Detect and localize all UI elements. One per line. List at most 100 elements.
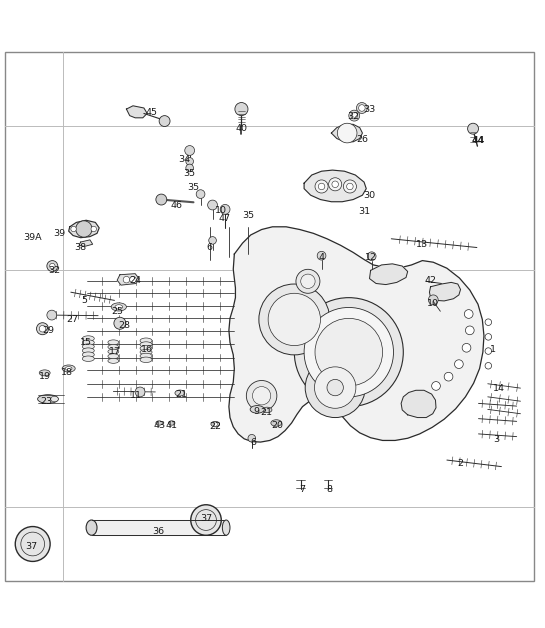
Ellipse shape	[108, 345, 119, 349]
Text: 35: 35	[187, 183, 199, 192]
Text: 37: 37	[26, 542, 38, 551]
Ellipse shape	[65, 367, 72, 371]
Ellipse shape	[115, 305, 123, 309]
Text: 32: 32	[49, 266, 60, 275]
Circle shape	[246, 381, 277, 411]
Circle shape	[252, 387, 271, 405]
Text: 10: 10	[427, 298, 439, 308]
Text: 31: 31	[358, 207, 370, 216]
Text: 39A: 39A	[23, 233, 42, 242]
Circle shape	[332, 181, 338, 188]
Text: 21: 21	[175, 390, 187, 399]
Text: 37: 37	[200, 514, 212, 523]
Polygon shape	[117, 274, 139, 285]
Circle shape	[235, 102, 248, 116]
Circle shape	[123, 276, 130, 283]
Text: 16: 16	[141, 345, 153, 354]
Text: 2: 2	[457, 459, 464, 468]
Circle shape	[186, 164, 193, 171]
Ellipse shape	[51, 396, 58, 402]
Text: 29: 29	[42, 326, 54, 335]
Circle shape	[135, 387, 145, 397]
Polygon shape	[79, 240, 93, 246]
Circle shape	[462, 344, 471, 352]
Ellipse shape	[82, 336, 94, 341]
Text: 13: 13	[416, 241, 428, 249]
Circle shape	[485, 319, 492, 325]
Ellipse shape	[250, 406, 264, 413]
Text: 30: 30	[364, 191, 376, 200]
Text: 15: 15	[80, 338, 92, 347]
Text: 10: 10	[215, 206, 227, 215]
Polygon shape	[69, 220, 99, 238]
Text: 8: 8	[326, 485, 333, 494]
Circle shape	[347, 183, 353, 190]
Ellipse shape	[108, 359, 119, 364]
Circle shape	[47, 261, 58, 271]
Circle shape	[39, 325, 46, 332]
Ellipse shape	[168, 421, 175, 425]
Circle shape	[268, 293, 320, 345]
Ellipse shape	[271, 420, 282, 426]
Circle shape	[343, 180, 356, 193]
Circle shape	[455, 360, 463, 369]
Circle shape	[329, 178, 342, 191]
Text: 45: 45	[146, 108, 158, 117]
Text: 6: 6	[250, 438, 257, 447]
Circle shape	[186, 158, 193, 165]
Ellipse shape	[82, 344, 94, 349]
Ellipse shape	[82, 352, 94, 357]
Circle shape	[294, 298, 403, 407]
Text: 12: 12	[365, 253, 377, 262]
Polygon shape	[304, 170, 366, 202]
Ellipse shape	[39, 370, 50, 376]
Ellipse shape	[156, 421, 162, 425]
Text: 3: 3	[493, 435, 499, 444]
Ellipse shape	[82, 340, 94, 345]
Circle shape	[351, 112, 358, 119]
Circle shape	[468, 123, 479, 134]
Ellipse shape	[140, 349, 152, 355]
Circle shape	[359, 105, 365, 111]
Circle shape	[213, 422, 217, 426]
Text: 43: 43	[154, 421, 166, 430]
Circle shape	[315, 180, 328, 193]
Text: 32: 32	[347, 112, 359, 121]
Polygon shape	[401, 390, 436, 418]
Text: 35: 35	[184, 170, 196, 178]
Ellipse shape	[262, 407, 272, 413]
Ellipse shape	[140, 342, 152, 347]
Circle shape	[349, 110, 360, 121]
Circle shape	[37, 323, 49, 335]
Ellipse shape	[140, 357, 152, 362]
Text: 6: 6	[207, 243, 213, 252]
Ellipse shape	[82, 348, 94, 354]
Text: 17: 17	[108, 347, 120, 355]
Ellipse shape	[38, 394, 58, 403]
Text: 47: 47	[219, 214, 231, 222]
Polygon shape	[331, 124, 362, 142]
Text: 23: 23	[40, 397, 52, 406]
Ellipse shape	[15, 526, 50, 561]
Text: 1: 1	[490, 345, 496, 354]
Circle shape	[444, 372, 453, 381]
Circle shape	[305, 357, 365, 418]
Polygon shape	[126, 106, 147, 118]
Circle shape	[248, 435, 256, 442]
Text: 22: 22	[209, 422, 221, 431]
Text: 9: 9	[253, 406, 259, 416]
Circle shape	[156, 194, 167, 205]
Text: 40: 40	[235, 124, 247, 133]
Text: 35: 35	[242, 212, 254, 220]
Ellipse shape	[111, 303, 126, 311]
Circle shape	[196, 190, 205, 198]
Circle shape	[464, 310, 473, 318]
Text: 24: 24	[129, 276, 141, 284]
Circle shape	[428, 295, 438, 305]
Text: 33: 33	[364, 105, 376, 114]
Circle shape	[337, 123, 357, 143]
Ellipse shape	[108, 354, 119, 359]
Circle shape	[76, 221, 92, 237]
Polygon shape	[229, 227, 484, 442]
Ellipse shape	[140, 345, 152, 351]
